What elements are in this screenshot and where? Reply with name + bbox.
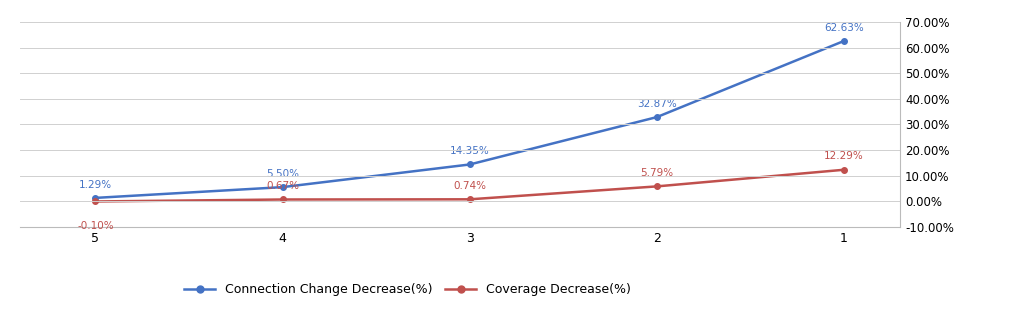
Text: 12.29%: 12.29% bbox=[825, 152, 864, 161]
Text: 5.50%: 5.50% bbox=[266, 169, 299, 179]
Text: 0.67%: 0.67% bbox=[266, 181, 299, 191]
Text: 5.79%: 5.79% bbox=[640, 168, 673, 178]
Text: 0.74%: 0.74% bbox=[453, 181, 486, 191]
Legend: Connection Change Decrease(%), Coverage Decrease(%): Connection Change Decrease(%), Coverage … bbox=[179, 278, 636, 301]
Text: 62.63%: 62.63% bbox=[825, 23, 864, 32]
Text: -0.10%: -0.10% bbox=[77, 221, 114, 231]
Text: 1.29%: 1.29% bbox=[79, 180, 112, 190]
Text: 14.35%: 14.35% bbox=[450, 146, 490, 156]
Text: 32.87%: 32.87% bbox=[637, 99, 677, 109]
